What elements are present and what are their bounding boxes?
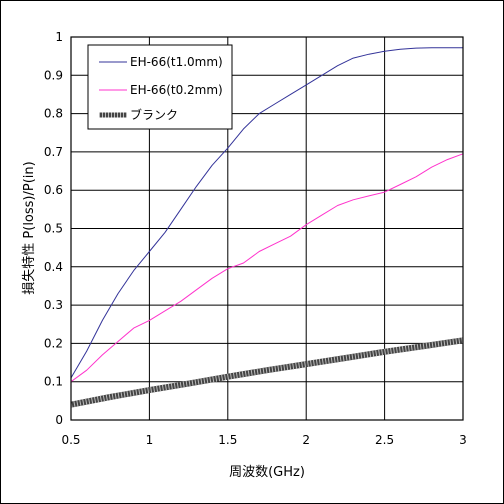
y-tick-label: 0.6 bbox=[44, 183, 63, 197]
x-tick-label: 1.5 bbox=[218, 433, 237, 447]
x-tick-labels: 0.5 1 1.5 2 2.5 3 bbox=[61, 433, 466, 447]
y-tick-label: 0.9 bbox=[44, 68, 63, 82]
y-tick-label: 0.2 bbox=[44, 336, 63, 350]
x-tick-label: 1 bbox=[146, 433, 154, 447]
y-tick-label: 0.5 bbox=[44, 222, 63, 236]
y-tick-label: 0.1 bbox=[44, 375, 63, 389]
x-tick-label: 0.5 bbox=[61, 433, 80, 447]
x-tick-label: 3 bbox=[459, 433, 467, 447]
legend-label-series-2: ブランク bbox=[130, 107, 178, 122]
y-tick-label: 0.8 bbox=[44, 107, 63, 121]
plot-border bbox=[70, 36, 464, 421]
legend-label-series-1: EH-66(t0.2mm) bbox=[130, 83, 223, 97]
y-tick-label: 0.4 bbox=[44, 260, 63, 274]
y-tick-label: 0 bbox=[55, 413, 63, 427]
y-tick-labels: 0 0.1 0.2 0.3 0.4 0.5 0.6 0.7 0.8 0.9 1 bbox=[44, 30, 63, 427]
x-axis-title: 周波数(GHz) bbox=[229, 465, 305, 480]
series-line-2-hatch bbox=[70, 337, 464, 408]
y-axis-title: 損失特性 P(loss)/P(in) bbox=[22, 161, 37, 294]
legend-label-series-0: EH-66(t1.0mm) bbox=[130, 55, 223, 69]
series-lines bbox=[70, 47, 464, 408]
series-line-1 bbox=[70, 153, 464, 383]
x-tick-label: 2 bbox=[302, 433, 310, 447]
series-line-0 bbox=[70, 47, 463, 379]
x-tick-label: 2.5 bbox=[375, 433, 394, 447]
y-tick-label: 0.3 bbox=[44, 298, 63, 312]
y-tick-label: 1 bbox=[55, 30, 63, 44]
y-tick-label: 0.7 bbox=[44, 145, 63, 159]
legend: EH-66(t1.0mm) EH-66(t0.2mm) ブランク bbox=[87, 44, 233, 130]
